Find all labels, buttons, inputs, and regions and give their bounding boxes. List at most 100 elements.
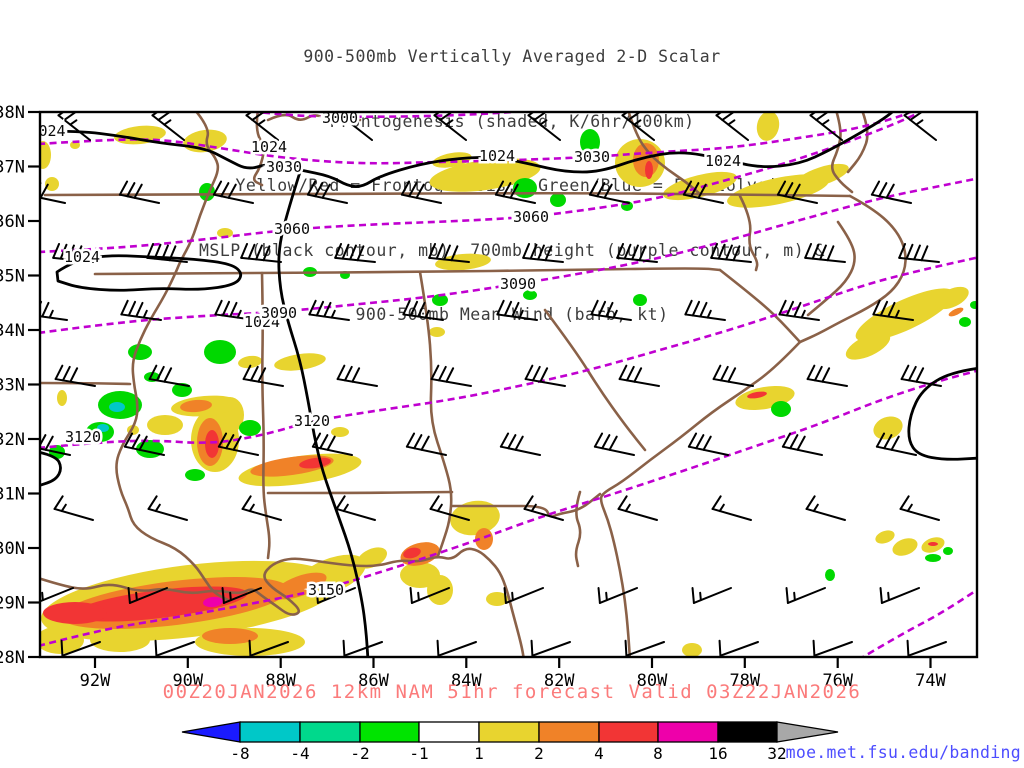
barb-full-tick [326,435,336,451]
barb-full-tick [691,300,701,317]
barb-full-tick [248,639,252,657]
barb-full-tick [161,244,169,261]
barb-full-tick [217,432,228,448]
barb-full-tick [127,587,131,604]
barb-half-tick [424,309,430,319]
barb-full-tick [778,299,787,316]
barb-staff [241,507,282,521]
barb-staff [336,378,378,387]
geo-border [543,308,647,452]
barb-full-tick [597,300,607,317]
wind-barb [214,299,256,321]
barb-staff [40,315,68,321]
wind-barb [306,180,348,204]
shaded-region [90,628,150,652]
barb-full-tick [44,435,54,451]
geo-border [252,112,265,187]
height-contour [40,177,977,335]
forecast-caption: 00Z20JAN2026 12km NAM 51hr forecast Vali… [162,681,862,703]
barb-full-tick [220,182,230,198]
barb-full-tick [819,244,827,261]
barb-full-tick [900,364,910,381]
credit-link[interactable]: moe.met.fsu.edu/banding [785,743,1021,762]
barb-staff [433,114,467,141]
shaded-region [550,193,566,207]
geo-border [846,112,869,174]
barb-half-tick [718,503,725,513]
colorbar-segment [598,721,659,743]
barb-full-tick [163,367,173,383]
barb-half-tick [436,503,443,513]
wind-barb [120,299,162,321]
height-contour [40,256,977,450]
barb-full-tick [409,587,413,604]
lon-label: 80W [637,671,668,691]
barb-half-tick [351,119,360,126]
wind-barb [711,495,752,521]
barb-full-tick [682,180,693,196]
colorbar-label: -4 [290,744,309,763]
barb-full-tick [913,244,921,261]
wind-barb [503,587,544,604]
barb-full-tick [229,301,238,318]
barb-full-tick [710,242,719,259]
lon-label: 90W [172,671,203,691]
barb-full-tick [697,183,707,199]
barb-staff [899,507,940,521]
barb-staff [590,313,632,321]
barb-full-tick [804,242,813,259]
lat-label: 35N [0,267,25,287]
barb-full-tick [349,244,357,261]
wind-barb [402,299,444,321]
barb-full-tick [702,435,712,451]
barb-full-tick [796,435,806,451]
barb-full-tick [240,242,249,259]
barb-full-tick [537,244,545,261]
mslp-contour-closed [55,254,243,292]
barb-full-tick [821,367,831,383]
barb-half-tick [41,591,44,602]
colorbar-label: 32 [767,744,786,763]
contour-label: 024 [38,122,65,140]
wind-barb [40,434,71,456]
barb-full-tick [684,299,693,316]
barb-staff [249,641,289,657]
colorbar-label: 4 [594,744,604,763]
barb-full-tick [241,495,252,510]
lat-label: 32N [0,430,25,450]
contour-label: 1024 [479,147,515,165]
geography-layer [40,112,907,657]
barb-half-tick [518,309,524,319]
wind-barb [334,242,376,263]
wind-barb [241,495,282,521]
barb-staff [240,256,282,263]
contour-label: 1024 [64,248,100,266]
barb-full-tick [732,245,741,262]
barb-full-tick [26,182,33,195]
colorbar-left-arrow [181,721,241,743]
barb-staff [712,378,754,387]
barb-full-tick [147,495,158,510]
colorbar-segment [359,721,420,743]
shaded-region [756,112,780,141]
wind-barb [593,432,635,456]
wind-barb [154,639,195,657]
barb-full-tick [127,300,137,317]
barb-full-tick [785,587,789,604]
barb-full-tick [875,432,886,448]
barb-full-tick [718,639,722,657]
barb-full-tick [691,587,695,604]
barb-staff [875,445,917,456]
barb-full-tick [920,245,929,262]
shaded-region [205,430,219,458]
barb-full-tick [781,432,792,448]
wind-barb [400,180,442,204]
barb-half-tick [511,591,514,602]
barb-staff [617,507,658,521]
shaded-region [892,538,918,556]
barb-full-tick [225,434,235,450]
wind-barb [54,364,96,387]
wind-barb [624,639,665,657]
barb-full-tick [590,299,599,316]
barb-full-tick [715,112,723,117]
